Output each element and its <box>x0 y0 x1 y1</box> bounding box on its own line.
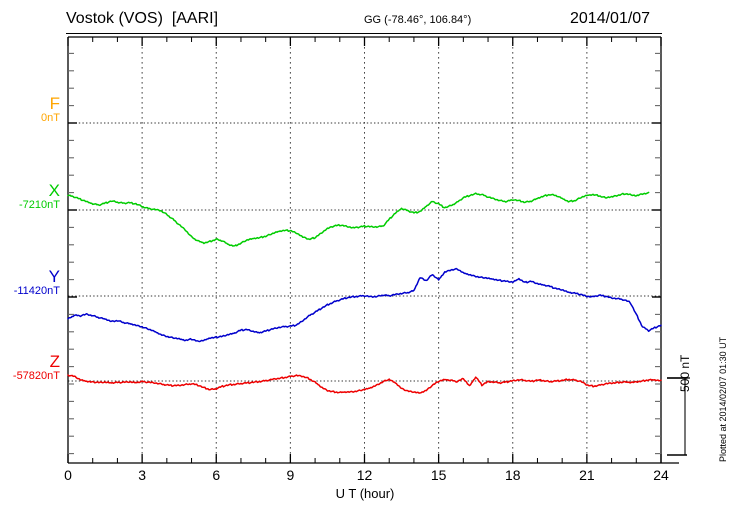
component-label-y: Y -11420nT <box>0 268 60 298</box>
component-label-x: X -7210nT <box>0 182 60 212</box>
trace-x <box>67 191 650 247</box>
plotted-timestamp: Plotted at 2014/02/07 01:30 UT <box>718 336 728 462</box>
x-tick-label: 0 <box>64 467 72 483</box>
axis-ticks <box>67 37 662 463</box>
grid-layer <box>141 37 588 463</box>
component-baseline-f: 0nT <box>41 112 60 124</box>
geographic-coordinates: GG (-78.46°, 106.84°) <box>364 14 472 26</box>
component-letter-x: X <box>48 181 60 200</box>
component-letter-f: F <box>49 94 60 113</box>
component-letter-z: Z <box>49 352 60 371</box>
x-tick-label: 18 <box>505 467 521 483</box>
x-axis-title: U T (hour) <box>335 486 395 501</box>
observation-date: 2014/01/07 <box>570 10 651 27</box>
x-tick-label: 24 <box>653 467 669 483</box>
component-label-z: Z -57820nT <box>0 353 60 383</box>
x-tick-label: 15 <box>431 467 447 483</box>
component-baseline-y: -11420nT <box>13 285 60 297</box>
x-tick-label: 3 <box>138 467 146 483</box>
component-label-f: F 0nT <box>0 95 60 125</box>
x-tick-label: 9 <box>286 467 294 483</box>
plot-frame <box>67 36 679 464</box>
trace-y <box>67 267 662 343</box>
scale-bar-label: 500 nT <box>678 354 692 392</box>
x-tick-labels: 0 3 6 9 12 15 18 21 24 <box>64 467 669 483</box>
header-divider <box>66 33 662 34</box>
station-title: Vostok (VOS) [AARI] <box>66 10 219 27</box>
x-tick-label: 12 <box>357 467 373 483</box>
trace-z <box>67 374 662 394</box>
component-letter-y: Y <box>48 267 60 286</box>
x-tick-label: 21 <box>579 467 595 483</box>
component-baseline-z: -57820nT <box>12 370 60 382</box>
scale-bar <box>667 377 690 456</box>
component-baseline-x: -7210nT <box>19 199 60 211</box>
data-traces <box>67 191 662 394</box>
x-tick-label: 6 <box>212 467 220 483</box>
